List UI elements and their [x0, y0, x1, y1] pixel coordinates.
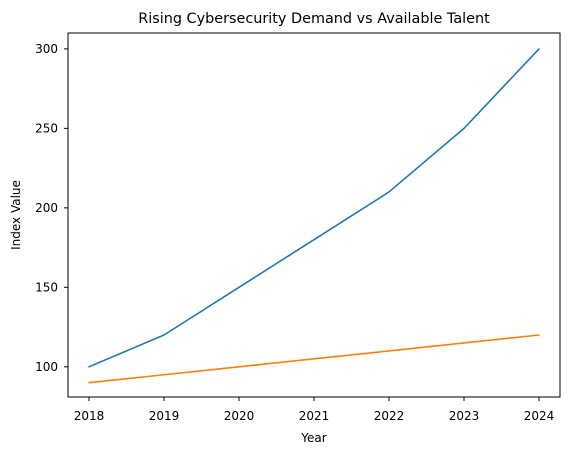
y-tick-label: 300	[35, 42, 58, 56]
y-tick-label: 200	[35, 201, 58, 215]
y-axis-label: Index Value	[9, 180, 23, 250]
x-tick-label: 2021	[299, 409, 330, 423]
x-axis-label: Year	[300, 431, 326, 445]
y-axis: 100 150 200 250 300	[35, 42, 68, 374]
series-layer	[88, 48, 540, 384]
y-tick-label: 100	[35, 360, 58, 374]
x-axis: 2018 2019 2020 2021 2022 2023 2024	[74, 397, 555, 423]
x-tick-label: 2018	[74, 409, 105, 423]
x-tick-label: 2023	[449, 409, 480, 423]
y-tick-label: 250	[35, 121, 58, 135]
y-tick-label: 150	[35, 280, 58, 294]
x-tick-label: 2024	[524, 409, 555, 423]
series-line-1	[88, 48, 540, 368]
x-tick-label: 2020	[224, 409, 255, 423]
chart-title: Rising Cybersecurity Demand vs Available…	[138, 11, 490, 27]
x-tick-label: 2019	[149, 409, 180, 423]
series-line-2	[88, 334, 540, 384]
x-tick-label: 2022	[374, 409, 405, 423]
